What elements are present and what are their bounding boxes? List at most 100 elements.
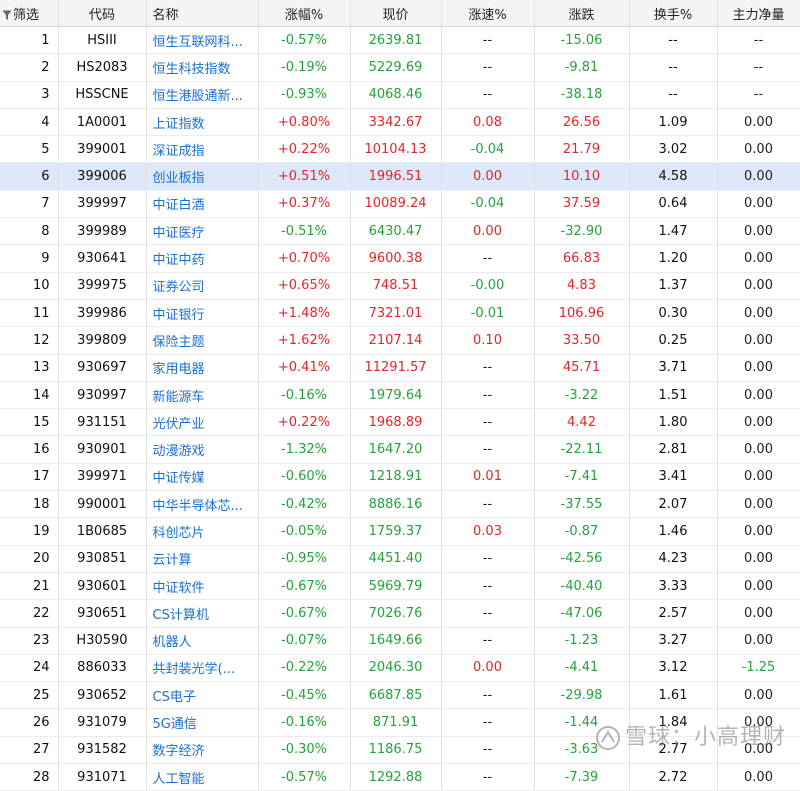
code-cell: 931582: [58, 736, 147, 765]
row-index: 13: [0, 354, 59, 382]
change-cell: 33.50: [534, 326, 630, 355]
speed-cell: --: [441, 572, 535, 601]
change-cell: -29.98: [534, 681, 630, 710]
table-row[interactable]: 22 930651 CS计算机 -0.67% 7026.76 -- -47.06 2.57 0.…: [0, 599, 800, 628]
row-index: 6: [0, 162, 59, 191]
table-row[interactable]: 25 930652 CS电子 -0.45% 6687.85 -- -29.98 1.61 0.0…: [0, 681, 800, 710]
column-header-code[interactable]: 代码: [58, 0, 147, 27]
change-cell: 26.56: [534, 108, 630, 137]
speed-cell: -0.04: [441, 135, 535, 164]
column-header-turnover[interactable]: 换手%: [629, 0, 718, 27]
speed-cell: --: [441, 763, 535, 791]
table-row[interactable]: 7 399997 中证白酒 +0.37% 10089.24 -0.04 37.59 0.64 0…: [0, 190, 800, 219]
change-cell: -38.18: [534, 81, 630, 109]
change-cell: 106.96: [534, 299, 630, 328]
name-cell: 恒生互联网科...: [146, 26, 259, 55]
table-row[interactable]: 11 399986 中证银行 +1.48% 7321.01 -0.01 106.96 0.30…: [0, 299, 800, 328]
filter-button[interactable]: 筛选: [0, 0, 59, 27]
table-row[interactable]: 10 399975 证券公司 +0.65% 748.51 -0.00 4.83 1.37 0.0…: [0, 272, 800, 300]
table-row[interactable]: 6 399006 创业板指 +0.51% 1996.51 0.00 10.10 4.58 0.0…: [0, 162, 800, 191]
code-cell: 399989: [58, 217, 147, 246]
table-row[interactable]: 26 931079 5G通信 -0.16% 871.91 -- -1.44 1.84 0.00: [0, 708, 800, 737]
change-cell: 37.59: [534, 190, 630, 219]
row-index: 20: [0, 545, 59, 573]
speed-cell: 0.00: [441, 654, 535, 683]
table-row[interactable]: 20 930851 云计算 -0.95% 4451.40 -- -42.56 4.23 0.00: [0, 545, 800, 573]
name-cell: 恒生港股通新...: [146, 81, 259, 109]
table-row[interactable]: 13 930697 家用电器 +0.41% 11291.57 -- 45.71 3.71 0.0…: [0, 354, 800, 382]
table-row[interactable]: 1 HSIII 恒生互联网科... -0.57% 2639.81 -- -15.06 -- --: [0, 26, 800, 55]
name-cell: 中证白酒: [146, 190, 259, 219]
speed-cell: --: [441, 381, 535, 410]
column-header-price[interactable]: 现价: [350, 0, 442, 27]
change-pct-cell: +0.22%: [258, 408, 351, 437]
table-row[interactable]: 2 HS2083 恒生科技指数 -0.19% 5229.69 -- -9.81 -- --: [0, 53, 800, 82]
turnover-cell: 4.58: [629, 162, 718, 191]
table-row[interactable]: 27 931582 数字经济 -0.30% 1186.75 -- -3.63 2.77 0.00: [0, 736, 800, 765]
change-cell: -40.40: [534, 572, 630, 601]
turnover-cell: 1.51: [629, 381, 718, 410]
code-cell: 930901: [58, 435, 147, 464]
table-row[interactable]: 24 886033 共封装光学(... -0.22% 2046.30 0.00 -4.41 3…: [0, 654, 800, 683]
row-index: 14: [0, 381, 59, 410]
column-header-name[interactable]: 名称: [146, 0, 259, 27]
table-row[interactable]: 17 399971 中证传媒 -0.60% 1218.91 0.01 -7.41 3.41 0.…: [0, 463, 800, 492]
speed-cell: 0.00: [441, 162, 535, 191]
speed-cell: 0.01: [441, 463, 535, 492]
code-cell: 930851: [58, 545, 147, 573]
speed-cell: --: [441, 435, 535, 464]
filter-label: 筛选: [13, 7, 40, 23]
table-row[interactable]: 21 930601 中证软件 -0.67% 5969.79 -- -40.40 3.33 0.0…: [0, 572, 800, 601]
table-row[interactable]: 14 930997 新能源车 -0.16% 1979.64 -- -3.22 1.51 0.00: [0, 381, 800, 410]
row-index: 11: [0, 299, 59, 328]
speed-cell: --: [441, 408, 535, 437]
column-header-change-pct[interactable]: 涨幅%: [258, 0, 351, 27]
name-cell: 新能源车: [146, 381, 259, 410]
name-cell: 5G通信: [146, 708, 259, 737]
table-row[interactable]: 15 931151 光伏产业 +0.22% 1968.89 -- 4.42 1.80 0.00: [0, 408, 800, 437]
name-cell: 动漫游戏: [146, 435, 259, 464]
table-row[interactable]: 16 930901 动漫游戏 -1.32% 1647.20 -- -22.11 2.81 0.0…: [0, 435, 800, 464]
price-cell: 1186.75: [350, 736, 442, 765]
code-cell: HSSCNE: [58, 81, 147, 109]
table-row[interactable]: 8 399989 中证医疗 -0.51% 6430.47 0.00 -32.90 1.47 0.…: [0, 217, 800, 246]
price-cell: 2639.81: [350, 26, 442, 55]
column-header-net-volume[interactable]: 主力净量: [717, 0, 800, 27]
change-cell: -37.55: [534, 490, 630, 519]
name-cell: CS电子: [146, 681, 259, 710]
change-pct-cell: +0.41%: [258, 354, 351, 382]
change-cell: -9.81: [534, 53, 630, 82]
change-pct-cell: -0.67%: [258, 599, 351, 628]
price-cell: 5229.69: [350, 53, 442, 82]
table-row[interactable]: 19 1B0685 科创芯片 -0.05% 1759.37 0.03 -0.87 1.46 0.…: [0, 517, 800, 546]
name-cell: 中证软件: [146, 572, 259, 601]
price-cell: 871.91: [350, 708, 442, 737]
net-volume-cell: 0.00: [717, 435, 800, 464]
speed-cell: --: [441, 627, 535, 655]
table-row[interactable]: 3 HSSCNE 恒生港股通新... -0.93% 4068.46 -- -38.18 -- -…: [0, 81, 800, 109]
table-row[interactable]: 12 399809 保险主题 +1.62% 2107.14 0.10 33.50 0.25 0.…: [0, 326, 800, 355]
code-cell: 1B0685: [58, 517, 147, 546]
code-cell: HS2083: [58, 53, 147, 82]
name-cell: 深证成指: [146, 135, 259, 164]
table-row[interactable]: 9 930641 中证中药 +0.70% 9600.38 -- 66.83 1.20 0.00: [0, 244, 800, 273]
table-row[interactable]: 4 1A0001 上证指数 +0.80% 3342.67 0.08 26.56 1.09 0.0…: [0, 108, 800, 137]
table-row[interactable]: 28 931071 人工智能 -0.57% 1292.88 -- -7.39 2.72 0.00: [0, 763, 800, 791]
change-pct-cell: -0.60%: [258, 463, 351, 492]
turnover-cell: 1.47: [629, 217, 718, 246]
speed-cell: 0.00: [441, 217, 535, 246]
table-row[interactable]: 5 399001 深证成指 +0.22% 10104.13 -0.04 21.79 3.02 0…: [0, 135, 800, 164]
speed-cell: --: [441, 545, 535, 573]
code-cell: 930651: [58, 599, 147, 628]
column-header-change[interactable]: 涨跌: [534, 0, 630, 27]
change-pct-cell: -0.95%: [258, 545, 351, 573]
price-cell: 1647.20: [350, 435, 442, 464]
table-row[interactable]: 18 990001 中华半导体芯... -0.42% 8886.16 -- -37.55 2.…: [0, 490, 800, 519]
speed-cell: -0.04: [441, 190, 535, 219]
net-volume-cell: --: [717, 81, 800, 109]
code-cell: 399001: [58, 135, 147, 164]
table-row[interactable]: 23 H30590 机器人 -0.07% 1649.66 -- -1.23 3.27 0.00: [0, 627, 800, 655]
row-index: 7: [0, 190, 59, 219]
code-cell: HSIII: [58, 26, 147, 55]
column-header-speed[interactable]: 涨速%: [441, 0, 535, 27]
